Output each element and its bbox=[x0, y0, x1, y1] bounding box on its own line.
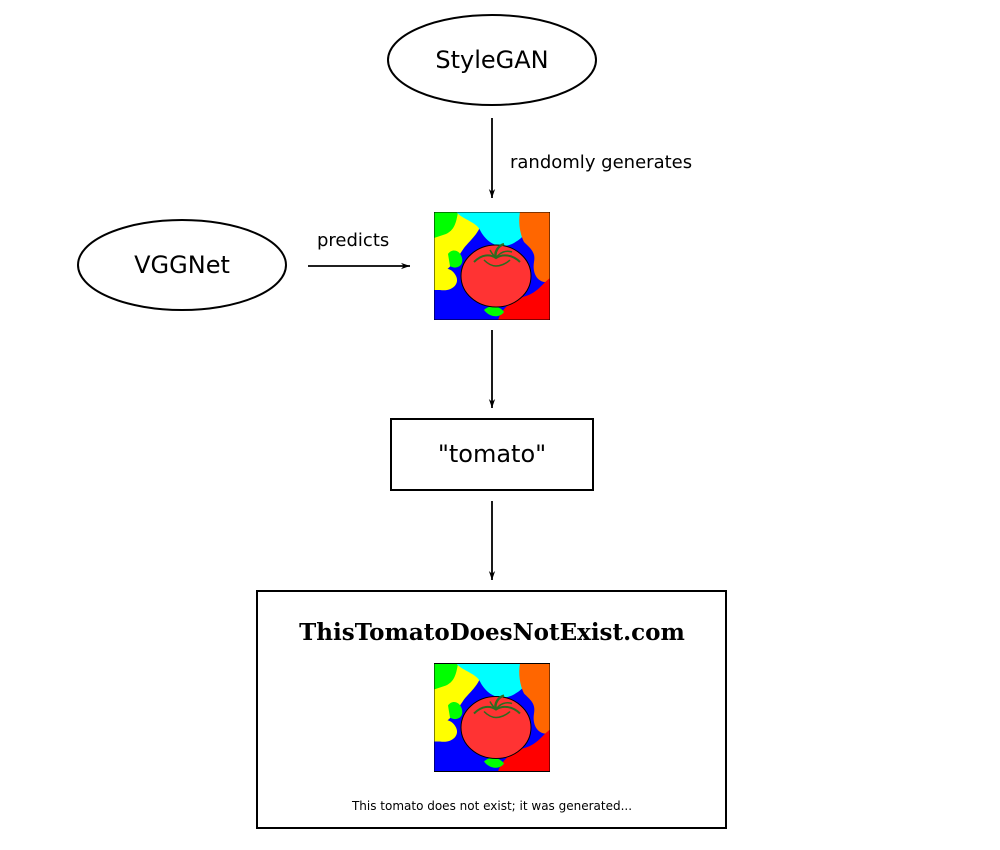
predicts-label: predicts bbox=[317, 230, 389, 251]
website-title: ThisTomatoDoesNotExist.com bbox=[299, 619, 685, 646]
edge-vggnet-to-image: predicts bbox=[308, 230, 410, 266]
website-caption: This tomato does not exist; it was gener… bbox=[351, 799, 632, 813]
prediction-node: "tomato" bbox=[391, 419, 593, 490]
randomly-generates-label: randomly generates bbox=[510, 152, 692, 173]
prediction-label: "tomato" bbox=[438, 440, 546, 468]
edge-stylegan-to-image: randomly generates bbox=[492, 118, 692, 198]
generated-tomato-image bbox=[434, 212, 550, 320]
website-node: ThisTomatoDoesNotExist.com This tomato d… bbox=[257, 591, 726, 828]
stylegan-label: StyleGAN bbox=[435, 46, 548, 74]
stylegan-node: StyleGAN bbox=[388, 15, 596, 105]
vggnet-label: VGGNet bbox=[134, 251, 230, 279]
vggnet-node: VGGNet bbox=[78, 220, 286, 310]
website-tomato-image bbox=[434, 664, 550, 772]
